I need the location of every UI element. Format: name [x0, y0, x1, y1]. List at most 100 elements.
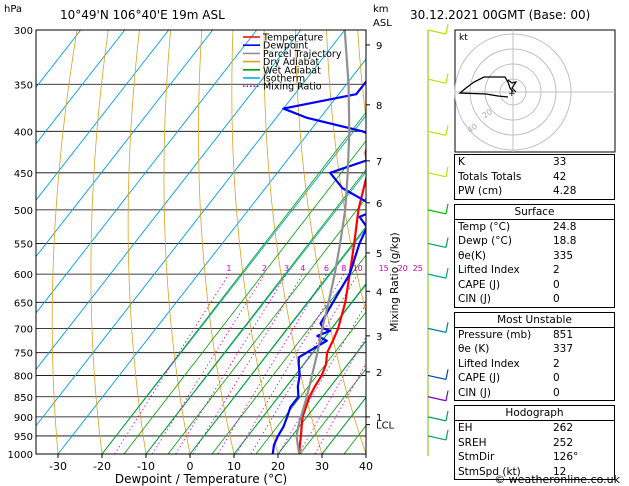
profile-parcel-trajectory	[295, 30, 351, 454]
wind-barb	[445, 390, 449, 401]
legend-label: Wet Adiabat	[263, 65, 321, 76]
wind-barb	[427, 435, 447, 441]
mixing-ratio-label: 3	[284, 264, 289, 273]
wind-barb	[445, 410, 449, 422]
pressure-tick-label: 900	[14, 413, 33, 424]
surface-value: 18.8	[553, 235, 577, 247]
hodograph-value: 12	[553, 465, 567, 478]
index-row: K 33	[455, 155, 614, 170]
mixing-ratio-line	[114, 273, 230, 454]
unstable-label: CIN (J)	[458, 386, 491, 399]
wet-adiabat	[277, 339, 366, 454]
mixing-ratio-line	[278, 303, 366, 454]
legend-label: Temperature	[262, 33, 323, 44]
legend-label: Dewpoint	[263, 41, 308, 52]
unstable-label: θe (K)	[458, 343, 490, 355]
unstable-label: Pressure (mb)	[458, 328, 532, 341]
wind-barb	[427, 78, 447, 84]
legend-label: Isotherm	[263, 74, 305, 85]
legend-label: Parcel Trajectory	[263, 49, 342, 60]
wind-barb	[445, 73, 449, 84]
mixing-ratio-line	[217, 273, 327, 454]
km-tick-label: 6	[376, 199, 382, 210]
km-tick-label: 1	[376, 413, 382, 424]
isotherm-line	[36, 30, 82, 89]
pressure-tick-label: 500	[14, 206, 33, 217]
dry-adiabat	[326, 30, 366, 315]
index-row: PW (cm) 4.28	[455, 184, 614, 199]
storm-motion-marker: +	[508, 89, 516, 99]
temp-tick-label: -30	[49, 460, 67, 473]
surface-label: CIN (J)	[458, 293, 491, 305]
wind-barb	[445, 429, 449, 441]
location-label: 10°49'N 106°40'E 19m ASL	[60, 8, 225, 22]
date-label: 30.12.2021 00GMT (Base: 00)	[410, 8, 590, 22]
km-tick-label: 2	[376, 368, 382, 379]
wet-adiabat	[321, 396, 366, 454]
surface-row: θe(K) 335	[455, 249, 614, 264]
pressure-tick-label: 700	[14, 324, 33, 335]
surface-box: Surface Temp (°C) 24.8 Dewp (°C) 18.8 θe(K…	[454, 203, 615, 308]
km-tick-label: 5	[376, 249, 382, 260]
index-value: 4.28	[553, 185, 577, 197]
surface-row: CAPE (J) 0	[455, 278, 614, 293]
mixing-ratio-line	[175, 273, 287, 454]
unstable-value: 337	[553, 343, 574, 355]
mixing-ratio-label: 20	[398, 264, 408, 273]
profile-temperature	[298, 146, 366, 454]
surface-value: 2	[553, 264, 560, 276]
dry-adiabat	[163, 30, 191, 454]
isotherm-line	[36, 30, 170, 201]
pressure-tick-label: 950	[14, 432, 33, 443]
isotherm-line	[36, 30, 302, 371]
pressure-tick-label: 650	[14, 298, 33, 309]
wet-adiabat	[167, 197, 366, 454]
indices-box: K 33 Totals Totals 42 PW (cm) 4.28	[454, 154, 615, 200]
wind-barb	[427, 273, 447, 279]
wet-adiabat	[101, 111, 366, 454]
mixing-ratio-label: 8	[341, 264, 346, 273]
mixing-ratio-label: 10	[353, 264, 363, 273]
pressure-tick-label: 800	[14, 371, 33, 382]
surface-label: Temp (°C)	[458, 220, 511, 233]
mixing-ratio-label: 2	[262, 264, 267, 273]
dry-adiabat	[357, 30, 366, 121]
surface-value: 0	[553, 278, 560, 291]
temp-tick-label: 30	[315, 460, 329, 473]
surface-label: θe(K)	[458, 249, 486, 262]
profiles	[271, 30, 366, 454]
km-tick-label: 7	[376, 157, 382, 168]
km-tick-label: 8	[376, 101, 382, 112]
unstable-row: θe (K) 337	[455, 342, 614, 357]
unstable-value: 2	[553, 357, 560, 370]
wind-barb	[427, 416, 447, 422]
hodograph-label: StmDir	[458, 451, 495, 463]
surface-value: 335	[553, 249, 574, 262]
isotherm-line	[36, 30, 214, 258]
hodograph-row: SREH 252	[455, 436, 614, 451]
km-unit: km	[373, 4, 389, 15]
unstable-row: CAPE (J) 0	[455, 371, 614, 386]
most-unstable-title: Most Unstable	[455, 313, 614, 328]
mixing-ratio-line	[298, 336, 366, 454]
surface-value: 0	[553, 293, 560, 305]
surface-row: Temp (°C) 24.8	[455, 220, 614, 235]
wind-barb	[445, 166, 449, 177]
km-tick-label: 4	[376, 287, 382, 298]
asl-unit: ASL	[373, 18, 392, 29]
hodograph-value: 126°	[553, 451, 579, 463]
axes: 1 2 3 4 6 8 10 15 20 2530035040045050055060065070…	[8, 26, 423, 473]
wind-barb	[427, 29, 447, 35]
pressure-tick-label: 300	[14, 26, 33, 37]
surface-row: Dewp (°C) 18.8	[455, 234, 614, 249]
wind-barb	[445, 322, 449, 333]
index-value: 42	[553, 170, 567, 183]
hodograph-unit: kt	[459, 33, 468, 43]
surface-label: CAPE (J)	[458, 278, 501, 291]
wind-barb	[427, 327, 447, 333]
hodograph-trace-low	[507, 79, 518, 93]
mixing-ratio-label: 15	[379, 264, 389, 273]
isotherm-line	[36, 30, 346, 427]
